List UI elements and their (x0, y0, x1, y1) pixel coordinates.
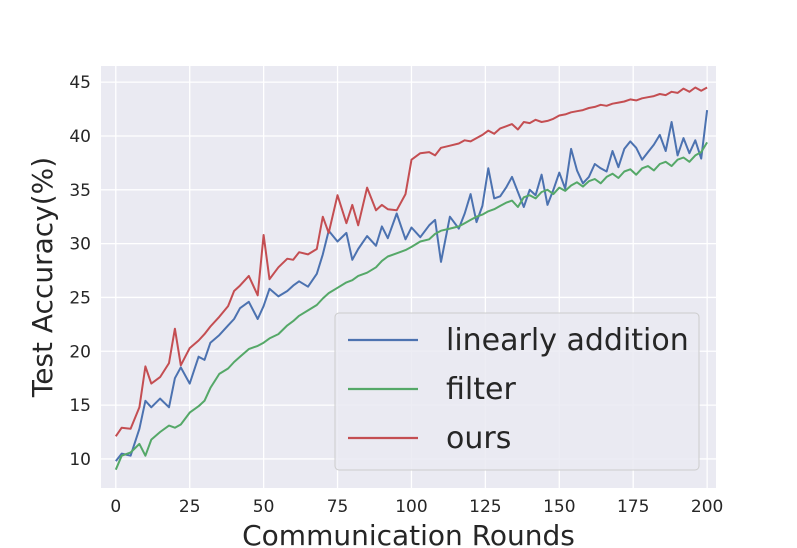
y-axis-label: Test Accuracy(%) (26, 157, 59, 398)
x-tick-label: 100 (395, 497, 427, 517)
series-line (115, 109, 709, 462)
legend-label: ours (446, 421, 511, 456)
x-tick-label: 125 (469, 497, 501, 517)
legend-box (334, 312, 700, 471)
y-tick-label: 45 (69, 73, 91, 93)
x-axis-label: Communication Rounds (242, 519, 575, 548)
y-tick-label: 25 (69, 288, 91, 308)
y-tick-labels: 10 15 20 25 30 35 40 45 (69, 73, 91, 470)
y-tick-label: 30 (69, 235, 91, 255)
y-tick-label: 40 (69, 127, 91, 147)
legend: linearly addition filter ours (334, 312, 700, 471)
series-lines (114, 86, 709, 471)
legend-label: filter (446, 372, 516, 407)
x-tick-label: 150 (543, 497, 575, 517)
x-tick-label: 0 (110, 497, 121, 517)
y-tick-label: 35 (69, 181, 91, 201)
y-tick-label: 10 (69, 450, 91, 470)
x-tick-label: 25 (179, 497, 201, 517)
x-tick-label: 200 (691, 497, 723, 517)
series-line (114, 86, 708, 437)
x-tick-labels: 0 25 50 75 100 125 150 175 200 (110, 497, 723, 517)
x-tick-label: 175 (617, 497, 649, 517)
legend-label: linearly addition (446, 323, 689, 358)
x-tick-label: 75 (327, 497, 349, 517)
series-line (114, 141, 708, 471)
y-tick-label: 20 (69, 342, 91, 362)
y-tick-label: 15 (69, 396, 91, 416)
x-tick-label: 50 (253, 497, 275, 517)
